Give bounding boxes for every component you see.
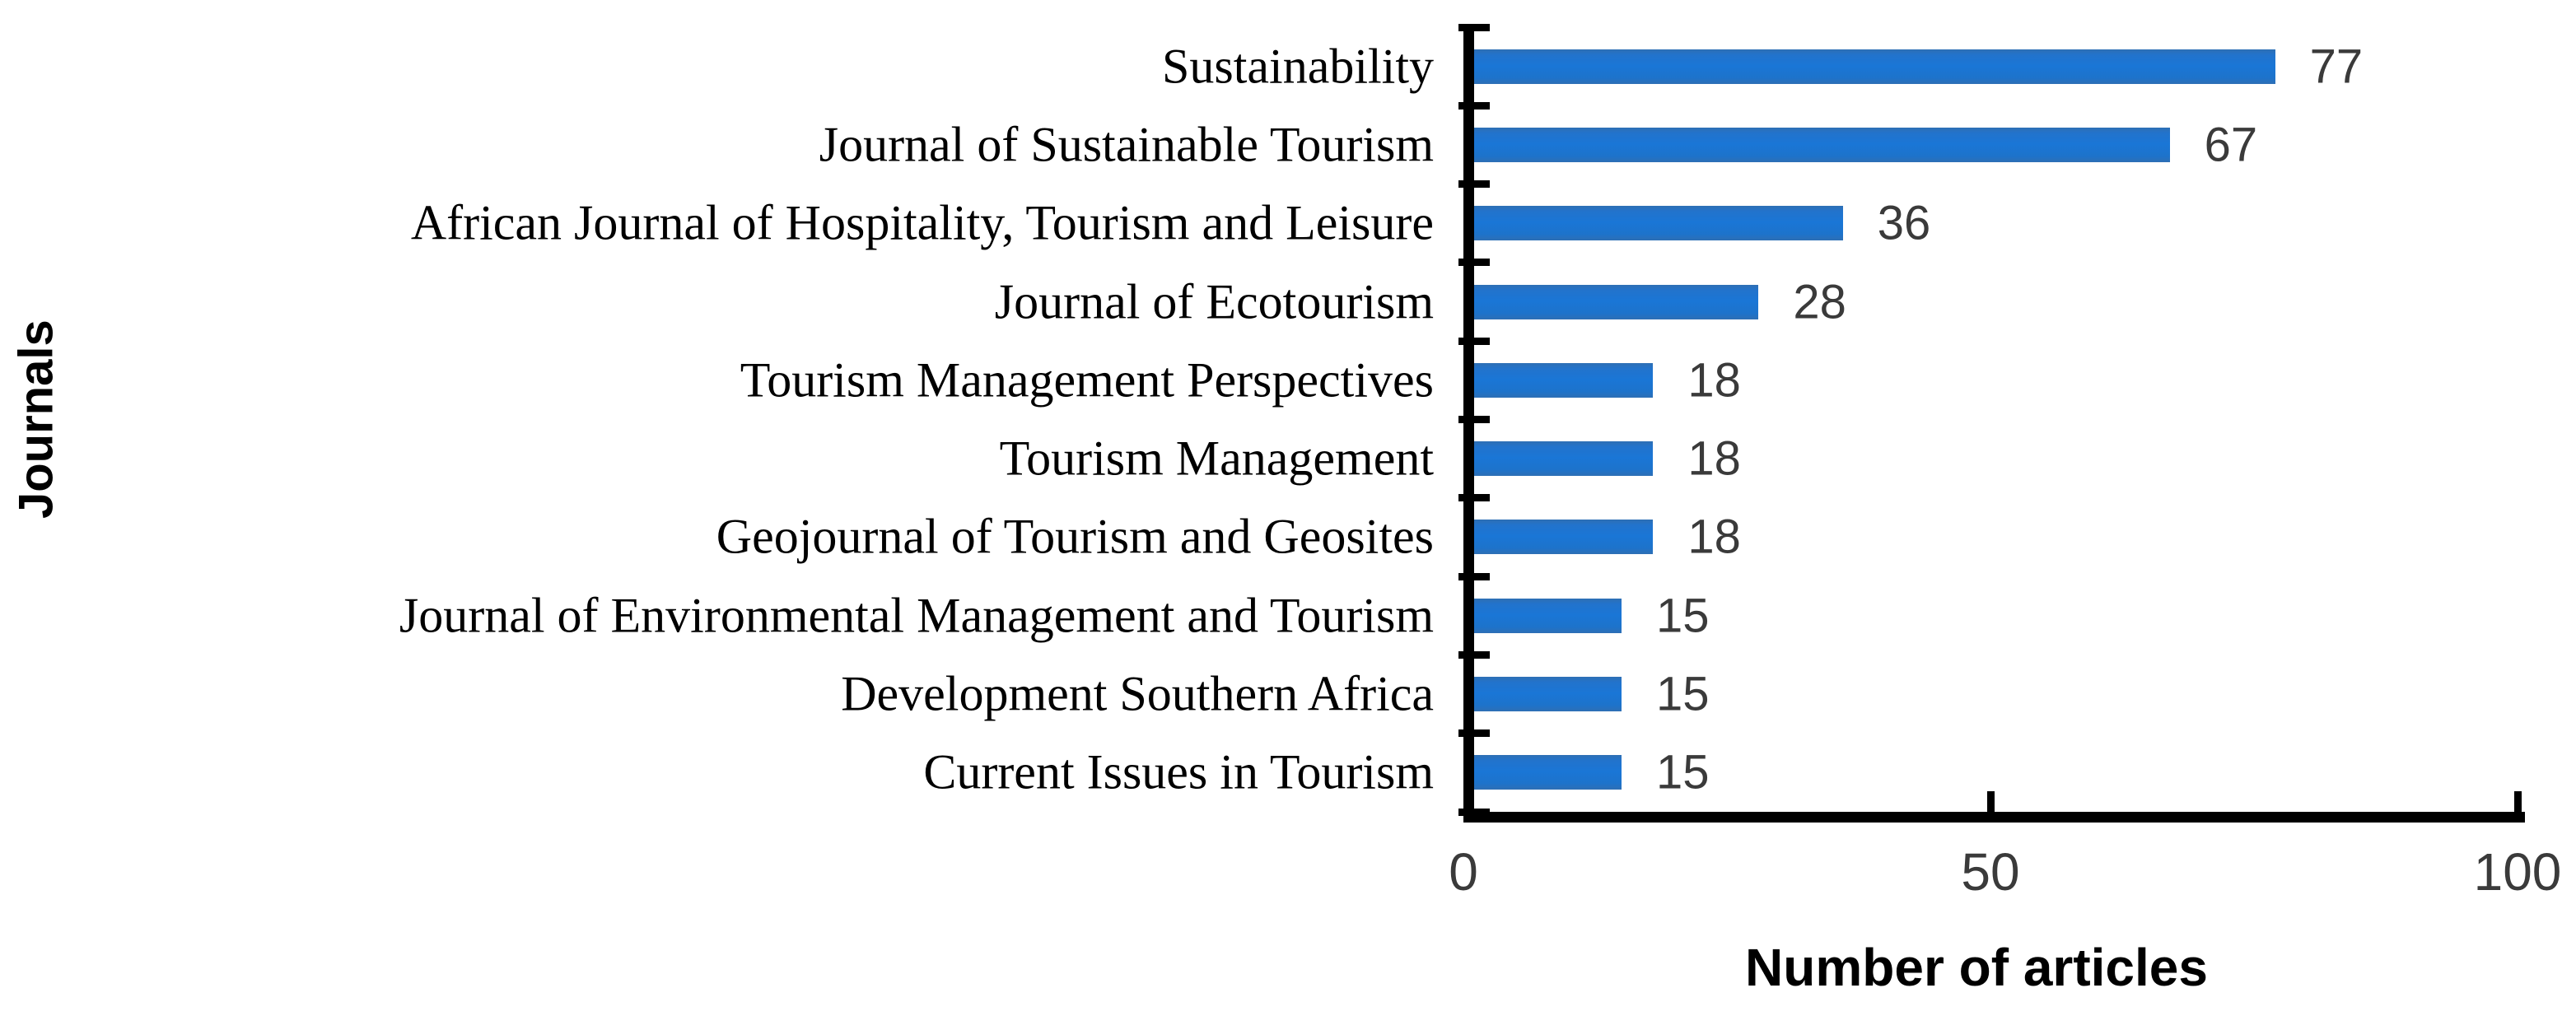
chart-row: Tourism Management Perspectives 18 <box>0 341 2576 419</box>
value-label: 15 <box>1656 667 1710 721</box>
chart-row: Current Issues in Tourism 15 <box>0 734 2576 812</box>
bar <box>1474 49 2275 84</box>
x-axis-line <box>1463 812 2525 823</box>
chart-row: African Journal of Hospitality, Tourism … <box>0 184 2576 263</box>
plot-rows: Sustainability 77 Journal of Sustainable T… <box>0 27 2576 812</box>
value-label: 18 <box>1687 431 1741 486</box>
category-label: Tourism Management Perspectives <box>740 352 1434 408</box>
y-axis-tick <box>1458 259 1490 267</box>
chart-row: Journal of Sustainable Tourism 67 <box>0 105 2576 184</box>
x-axis-tick-label: 50 <box>1961 842 2020 902</box>
bar <box>1474 362 1654 398</box>
y-axis-line <box>1463 27 1474 823</box>
bar <box>1474 206 1843 241</box>
bar <box>1474 284 1759 319</box>
value-label: 28 <box>1793 275 1846 329</box>
x-axis-tick-label: 0 <box>1449 842 1478 902</box>
bar <box>1474 755 1622 790</box>
value-label: 18 <box>1687 353 1741 408</box>
category-label: African Journal of Hospitality, Tourism … <box>410 195 1434 250</box>
bar <box>1474 677 1622 712</box>
y-axis-tick <box>1458 650 1490 659</box>
x-axis-title: Number of articles <box>1745 938 2208 997</box>
value-label: 15 <box>1656 745 1710 799</box>
y-axis-tick <box>1458 23 1490 31</box>
bar <box>1474 520 1654 555</box>
x-axis-tick <box>1986 791 1995 823</box>
value-label: 36 <box>1877 196 1931 250</box>
chart-row: Sustainability 77 <box>0 27 2576 105</box>
y-axis-tick <box>1458 337 1490 345</box>
value-label: 15 <box>1656 589 1710 643</box>
value-label: 77 <box>2309 40 2364 94</box>
category-label: Tourism Management <box>999 431 1434 486</box>
y-axis-tick <box>1458 180 1490 189</box>
chart-row: Tourism Management 18 <box>0 419 2576 497</box>
y-axis-tick <box>1458 101 1490 110</box>
y-axis-tick <box>1458 729 1490 738</box>
x-axis-tick <box>2513 791 2522 823</box>
chart-row: Development Southern Africa 15 <box>0 655 2576 733</box>
y-axis-tick <box>1458 494 1490 502</box>
y-axis-tick <box>1458 808 1490 816</box>
chart-row: Journal of Environmental Management and … <box>0 576 2576 655</box>
value-label: 18 <box>1687 510 1741 564</box>
chart-row: Geojournal of Tourism and Geosites 18 <box>0 498 2576 576</box>
y-axis-tick <box>1458 572 1490 580</box>
bar <box>1474 127 2170 162</box>
value-label: 67 <box>2204 118 2258 172</box>
chart-row: Journal of Ecotourism 28 <box>0 263 2576 341</box>
category-label: Sustainability <box>1162 39 1434 94</box>
bar <box>1474 598 1622 633</box>
category-label: Current Issues in Tourism <box>923 744 1434 799</box>
category-label: Journal of Environmental Management and … <box>399 588 1434 643</box>
category-label: Journal of Ecotourism <box>994 274 1434 329</box>
y-axis-tick <box>1458 416 1490 423</box>
category-label: Journal of Sustainable Tourism <box>819 117 1434 172</box>
category-label: Development Southern Africa <box>841 666 1434 721</box>
x-axis-tick-label: 100 <box>2473 842 2562 902</box>
category-label: Geojournal of Tourism and Geosites <box>716 509 1434 564</box>
bar <box>1474 441 1654 477</box>
